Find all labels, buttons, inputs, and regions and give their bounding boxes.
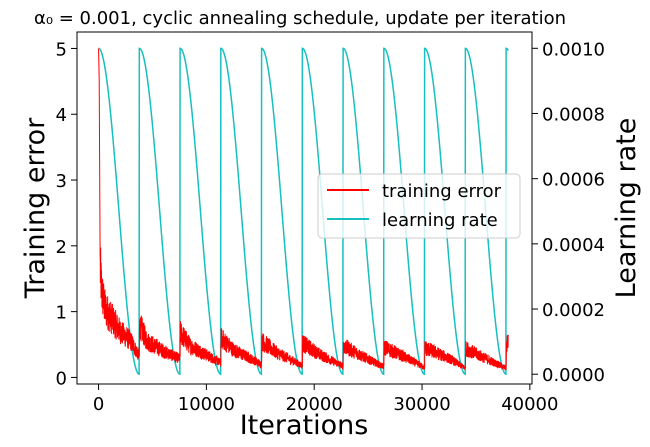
left-y-tick-label: 2 <box>56 237 67 258</box>
x-tick-label: 10000 <box>178 394 235 415</box>
right-y-axis-label: Learning rate <box>611 118 642 299</box>
left-y-axis-label: Training error <box>20 117 51 299</box>
chart-title: α₀ = 0.001, cyclic annealing schedule, u… <box>34 8 566 29</box>
right-y-tick-label: 0.0002 <box>542 300 605 321</box>
legend-label-learning-rate: learning rate <box>382 210 498 231</box>
x-tick-label: 30000 <box>393 394 450 415</box>
x-tick-label: 0 <box>93 394 104 415</box>
left-y-tick-label: 3 <box>56 171 67 192</box>
x-tick-label: 40000 <box>501 394 558 415</box>
right-y-tick-label: 0.0008 <box>542 104 605 125</box>
right-y-tick-label: 0.0010 <box>542 39 605 60</box>
left-y-tick-label: 1 <box>56 303 67 324</box>
learning-rate-series <box>98 47 509 376</box>
learning-rate-line <box>98 47 509 376</box>
x-axis-label: Iterations <box>240 410 369 441</box>
training-error-series <box>98 48 509 371</box>
x-tick-label: 20000 <box>286 394 343 415</box>
x-axis: 0 10000 20000 30000 40000 <box>93 384 558 415</box>
left-y-tick-label: 0 <box>56 368 67 389</box>
legend-label-training-error: training error <box>382 181 502 202</box>
right-y-tick-label: 0.0004 <box>542 235 605 256</box>
right-y-tick-label: 0.0000 <box>542 365 605 386</box>
left-y-tick-label: 4 <box>56 105 67 126</box>
legend: training error learning rate <box>317 173 521 239</box>
plot-frame <box>76 31 533 385</box>
training-error-line <box>98 48 509 371</box>
right-y-tick-label: 0.0006 <box>542 170 605 191</box>
left-y-tick-label: 5 <box>56 39 67 60</box>
left-y-axis: 0 1 2 3 4 5 <box>56 39 77 389</box>
right-y-axis: 0.0000 0.0002 0.0004 0.0006 0.0008 0.0010 <box>532 39 605 386</box>
